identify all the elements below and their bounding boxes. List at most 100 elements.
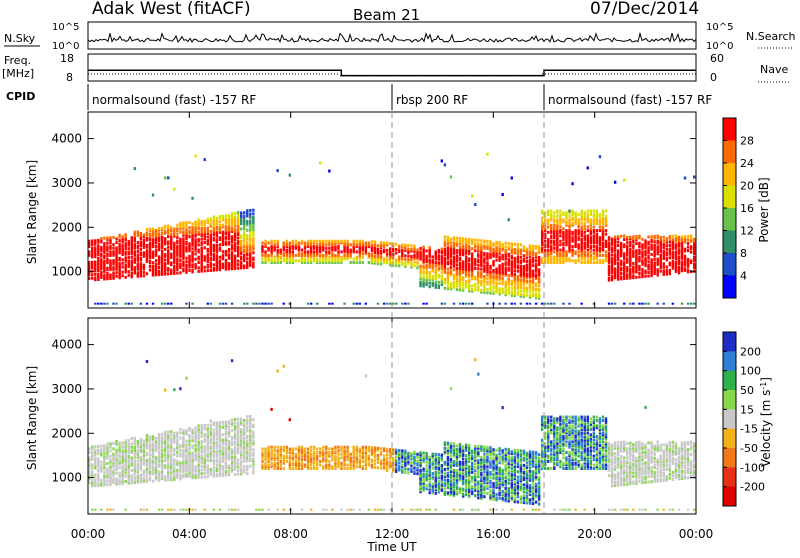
heatmap-cell xyxy=(599,226,601,229)
heatmap-cell xyxy=(504,281,506,284)
heatmap-cell xyxy=(483,284,485,287)
heatmap-cell xyxy=(270,303,272,305)
heatmap-cell xyxy=(267,509,269,511)
heatmap-cell xyxy=(444,235,446,238)
nsky-line xyxy=(88,33,696,42)
heatmap-cell xyxy=(456,240,458,243)
heatmap-cell xyxy=(599,229,601,232)
heatmap-cell xyxy=(140,509,142,511)
heatmap-cell xyxy=(553,215,555,218)
heatmap-cell xyxy=(483,245,485,248)
heatmap-cell xyxy=(559,243,561,246)
heatmap-cell xyxy=(577,213,579,216)
heatmap-cell xyxy=(249,452,251,455)
heatmap-cell xyxy=(164,431,166,434)
heatmap-cell xyxy=(483,240,485,243)
heatmap-cell xyxy=(97,445,99,448)
heatmap-cell xyxy=(435,261,437,264)
heatmap-cell xyxy=(155,229,157,232)
heatmap-cell xyxy=(474,203,476,206)
heatmap-cell xyxy=(483,264,485,267)
heatmap-cell xyxy=(197,270,199,273)
heatmap-cell xyxy=(121,274,123,277)
heatmap-cell xyxy=(644,275,646,278)
heatmap-cell xyxy=(641,243,643,246)
heatmap-cell xyxy=(234,228,236,231)
heatmap-cell xyxy=(614,253,616,256)
heatmap-cell xyxy=(526,287,528,290)
heatmap-cell xyxy=(231,455,233,458)
heatmap-cell xyxy=(194,509,196,511)
heatmap-cell xyxy=(535,288,537,291)
heatmap-cell xyxy=(91,277,93,280)
heatmap-cell xyxy=(267,303,269,305)
heatmap-cell xyxy=(115,458,117,461)
heatmap-cell xyxy=(468,279,470,282)
heatmap-cell xyxy=(307,303,309,305)
heatmap-cell xyxy=(246,435,248,438)
heatmap-cell xyxy=(474,288,476,291)
heatmap-cell xyxy=(653,244,655,247)
heatmap-cell xyxy=(304,250,306,253)
heatmap-cell xyxy=(179,474,181,477)
heatmap-cell xyxy=(632,303,634,305)
heatmap-cell xyxy=(234,216,236,219)
heatmap-cell xyxy=(577,218,579,221)
heatmap-cell xyxy=(504,245,506,248)
heatmap-cell xyxy=(596,245,598,248)
heatmap-cell xyxy=(547,226,549,229)
heatmap-cell xyxy=(340,256,342,259)
heatmap-cell xyxy=(185,454,187,457)
heatmap-cell xyxy=(283,303,285,305)
heatmap-cell xyxy=(124,439,126,442)
heatmap-cell xyxy=(492,290,494,293)
heatmap-cell xyxy=(231,226,233,229)
y-tick-label: 4000 xyxy=(51,132,82,146)
heatmap-cell xyxy=(486,281,488,284)
heatmap-cell xyxy=(115,477,117,480)
heatmap-cell xyxy=(647,271,649,274)
heatmap-cell xyxy=(523,293,525,296)
heatmap-cell xyxy=(124,263,126,266)
heatmap-cell xyxy=(571,249,573,252)
heatmap-cell xyxy=(286,460,288,463)
heatmap-cell xyxy=(158,255,160,258)
heatmap-cell xyxy=(660,236,662,239)
heatmap-cell xyxy=(629,236,631,239)
heatmap-cell xyxy=(289,455,291,458)
heatmap-cell xyxy=(152,458,154,461)
heatmap-cell xyxy=(234,255,236,258)
heatmap-cell xyxy=(593,252,595,255)
heatmap-cell xyxy=(568,229,570,232)
heatmap-cell xyxy=(134,257,136,260)
heatmap-cell xyxy=(179,259,181,262)
heatmap-cell xyxy=(146,360,148,363)
heatmap-cell xyxy=(477,253,479,256)
heatmap-cell xyxy=(182,474,184,477)
heatmap-cell xyxy=(362,240,364,243)
heatmap-cell xyxy=(644,250,646,253)
heatmap-cell xyxy=(273,259,275,262)
heatmap-cell xyxy=(222,303,224,305)
heatmap-cell xyxy=(550,303,552,305)
heatmap-cell xyxy=(389,303,391,305)
heatmap-cell xyxy=(508,242,510,245)
heatmap-cell xyxy=(632,262,634,265)
heatmap-cell xyxy=(246,451,248,454)
heatmap-cell xyxy=(197,256,199,259)
heatmap-cell xyxy=(167,176,169,179)
heatmap-cell xyxy=(94,479,96,482)
heatmap-cell xyxy=(359,240,361,243)
heatmap-cell xyxy=(112,469,114,472)
heatmap-cell xyxy=(283,509,285,511)
heatmap-cell xyxy=(687,269,689,272)
heatmap-cell xyxy=(413,261,415,264)
heatmap-cell xyxy=(234,473,236,476)
heatmap-cell xyxy=(623,243,625,246)
heatmap-cell xyxy=(590,210,592,213)
heatmap-cell xyxy=(167,249,169,252)
heatmap-cell xyxy=(526,256,528,259)
heatmap-cell xyxy=(167,469,169,472)
heatmap-cell xyxy=(565,229,567,232)
heatmap-cell xyxy=(155,263,157,266)
